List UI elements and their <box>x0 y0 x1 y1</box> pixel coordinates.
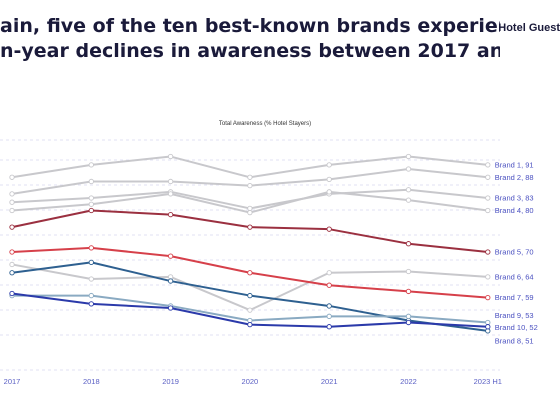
data-point <box>326 176 332 183</box>
data-point <box>247 209 253 216</box>
data-point <box>9 207 15 214</box>
data-point <box>88 201 94 207</box>
data-point <box>326 270 332 276</box>
data-point <box>167 253 174 259</box>
x-tick-label: 2019 <box>162 377 179 386</box>
data-point <box>88 301 94 307</box>
labels-layer: Brand 1, 91 Brand 2, 88 Brand 3, 83 Brand 4… <box>495 160 538 345</box>
data-point <box>247 224 253 230</box>
data-point <box>485 162 491 168</box>
data-point <box>9 199 15 205</box>
data-point <box>9 174 15 180</box>
data-point <box>247 174 253 180</box>
data-point <box>405 187 412 193</box>
series-label: Brand 5, 70 <box>495 248 534 257</box>
grid-layer <box>0 139 500 371</box>
data-point <box>9 224 15 230</box>
data-point <box>485 294 491 301</box>
ticks-layer: 2017 2018 2019 2020 2021 2022 2023 H1 <box>4 377 502 386</box>
data-point <box>485 324 491 330</box>
data-point <box>88 195 94 201</box>
data-point <box>247 182 253 189</box>
data-point <box>9 270 15 276</box>
x-tick-label: 2022 <box>400 377 417 386</box>
data-point <box>9 191 15 197</box>
data-point <box>326 162 332 168</box>
data-point <box>167 211 174 218</box>
data-point <box>405 197 412 203</box>
data-point <box>405 166 412 172</box>
series-label: Brand 7, 59 <box>495 293 534 302</box>
data-point <box>405 313 412 319</box>
data-point <box>485 195 491 201</box>
data-point <box>405 288 412 295</box>
data-point <box>326 324 332 330</box>
data-point <box>88 276 94 282</box>
data-point <box>405 268 412 275</box>
series-label: Brand 2, 88 <box>495 173 534 182</box>
chart-headline: ain, five of the ten best-known brands e… <box>0 14 500 64</box>
data-point <box>88 162 94 168</box>
lines-layer <box>11 155 488 332</box>
chart-title: Total Awareness (% Hotel Stayers) <box>219 121 311 127</box>
data-point <box>247 321 253 328</box>
data-point <box>9 261 15 268</box>
data-point <box>167 153 174 160</box>
data-point <box>405 153 412 160</box>
series-label: Brand 10, 52 <box>495 323 538 332</box>
headline-line-2: n-year declines in awareness between 201… <box>0 40 500 62</box>
data-point <box>326 226 332 232</box>
brand-tag: Hotel Guest <box>498 22 560 34</box>
series-label: Brand 1, 91 <box>495 160 534 169</box>
x-tick-label: 2017 <box>4 377 21 386</box>
series-label: Brand 8, 51 <box>495 336 534 345</box>
data-point <box>9 290 15 297</box>
data-point <box>485 207 491 214</box>
x-tick-label: 2020 <box>242 377 259 386</box>
data-point <box>88 259 94 266</box>
data-point <box>167 191 174 197</box>
data-point <box>326 282 332 288</box>
data-point <box>485 249 491 255</box>
data-point <box>167 278 174 284</box>
series-label: Brand 4, 80 <box>495 206 534 215</box>
headline-line-1: ain, five of the ten best-known brands e… <box>0 15 500 37</box>
data-point <box>405 319 412 326</box>
x-tick-label: 2021 <box>321 377 338 386</box>
data-point <box>485 274 491 280</box>
x-tick-label: 2018 <box>83 377 100 386</box>
data-point <box>247 292 253 299</box>
data-point <box>326 189 332 195</box>
data-point <box>9 249 15 255</box>
x-tick-label: 2023 H1 <box>474 377 502 386</box>
data-point <box>167 305 174 311</box>
data-point <box>88 207 94 214</box>
data-point <box>167 178 174 185</box>
series-label: Brand 6, 64 <box>495 272 534 281</box>
data-point <box>326 303 332 309</box>
series-line <box>11 209 488 253</box>
series-label: Brand 3, 83 <box>495 194 534 203</box>
series-label: Brand 9, 53 <box>495 311 534 320</box>
data-point <box>247 270 253 276</box>
data-point <box>247 307 253 313</box>
data-point <box>88 292 94 299</box>
points-layer <box>9 153 491 334</box>
data-point <box>326 313 332 319</box>
data-point <box>88 178 94 185</box>
data-point <box>88 245 94 251</box>
data-point <box>485 174 491 180</box>
data-point <box>405 241 412 247</box>
